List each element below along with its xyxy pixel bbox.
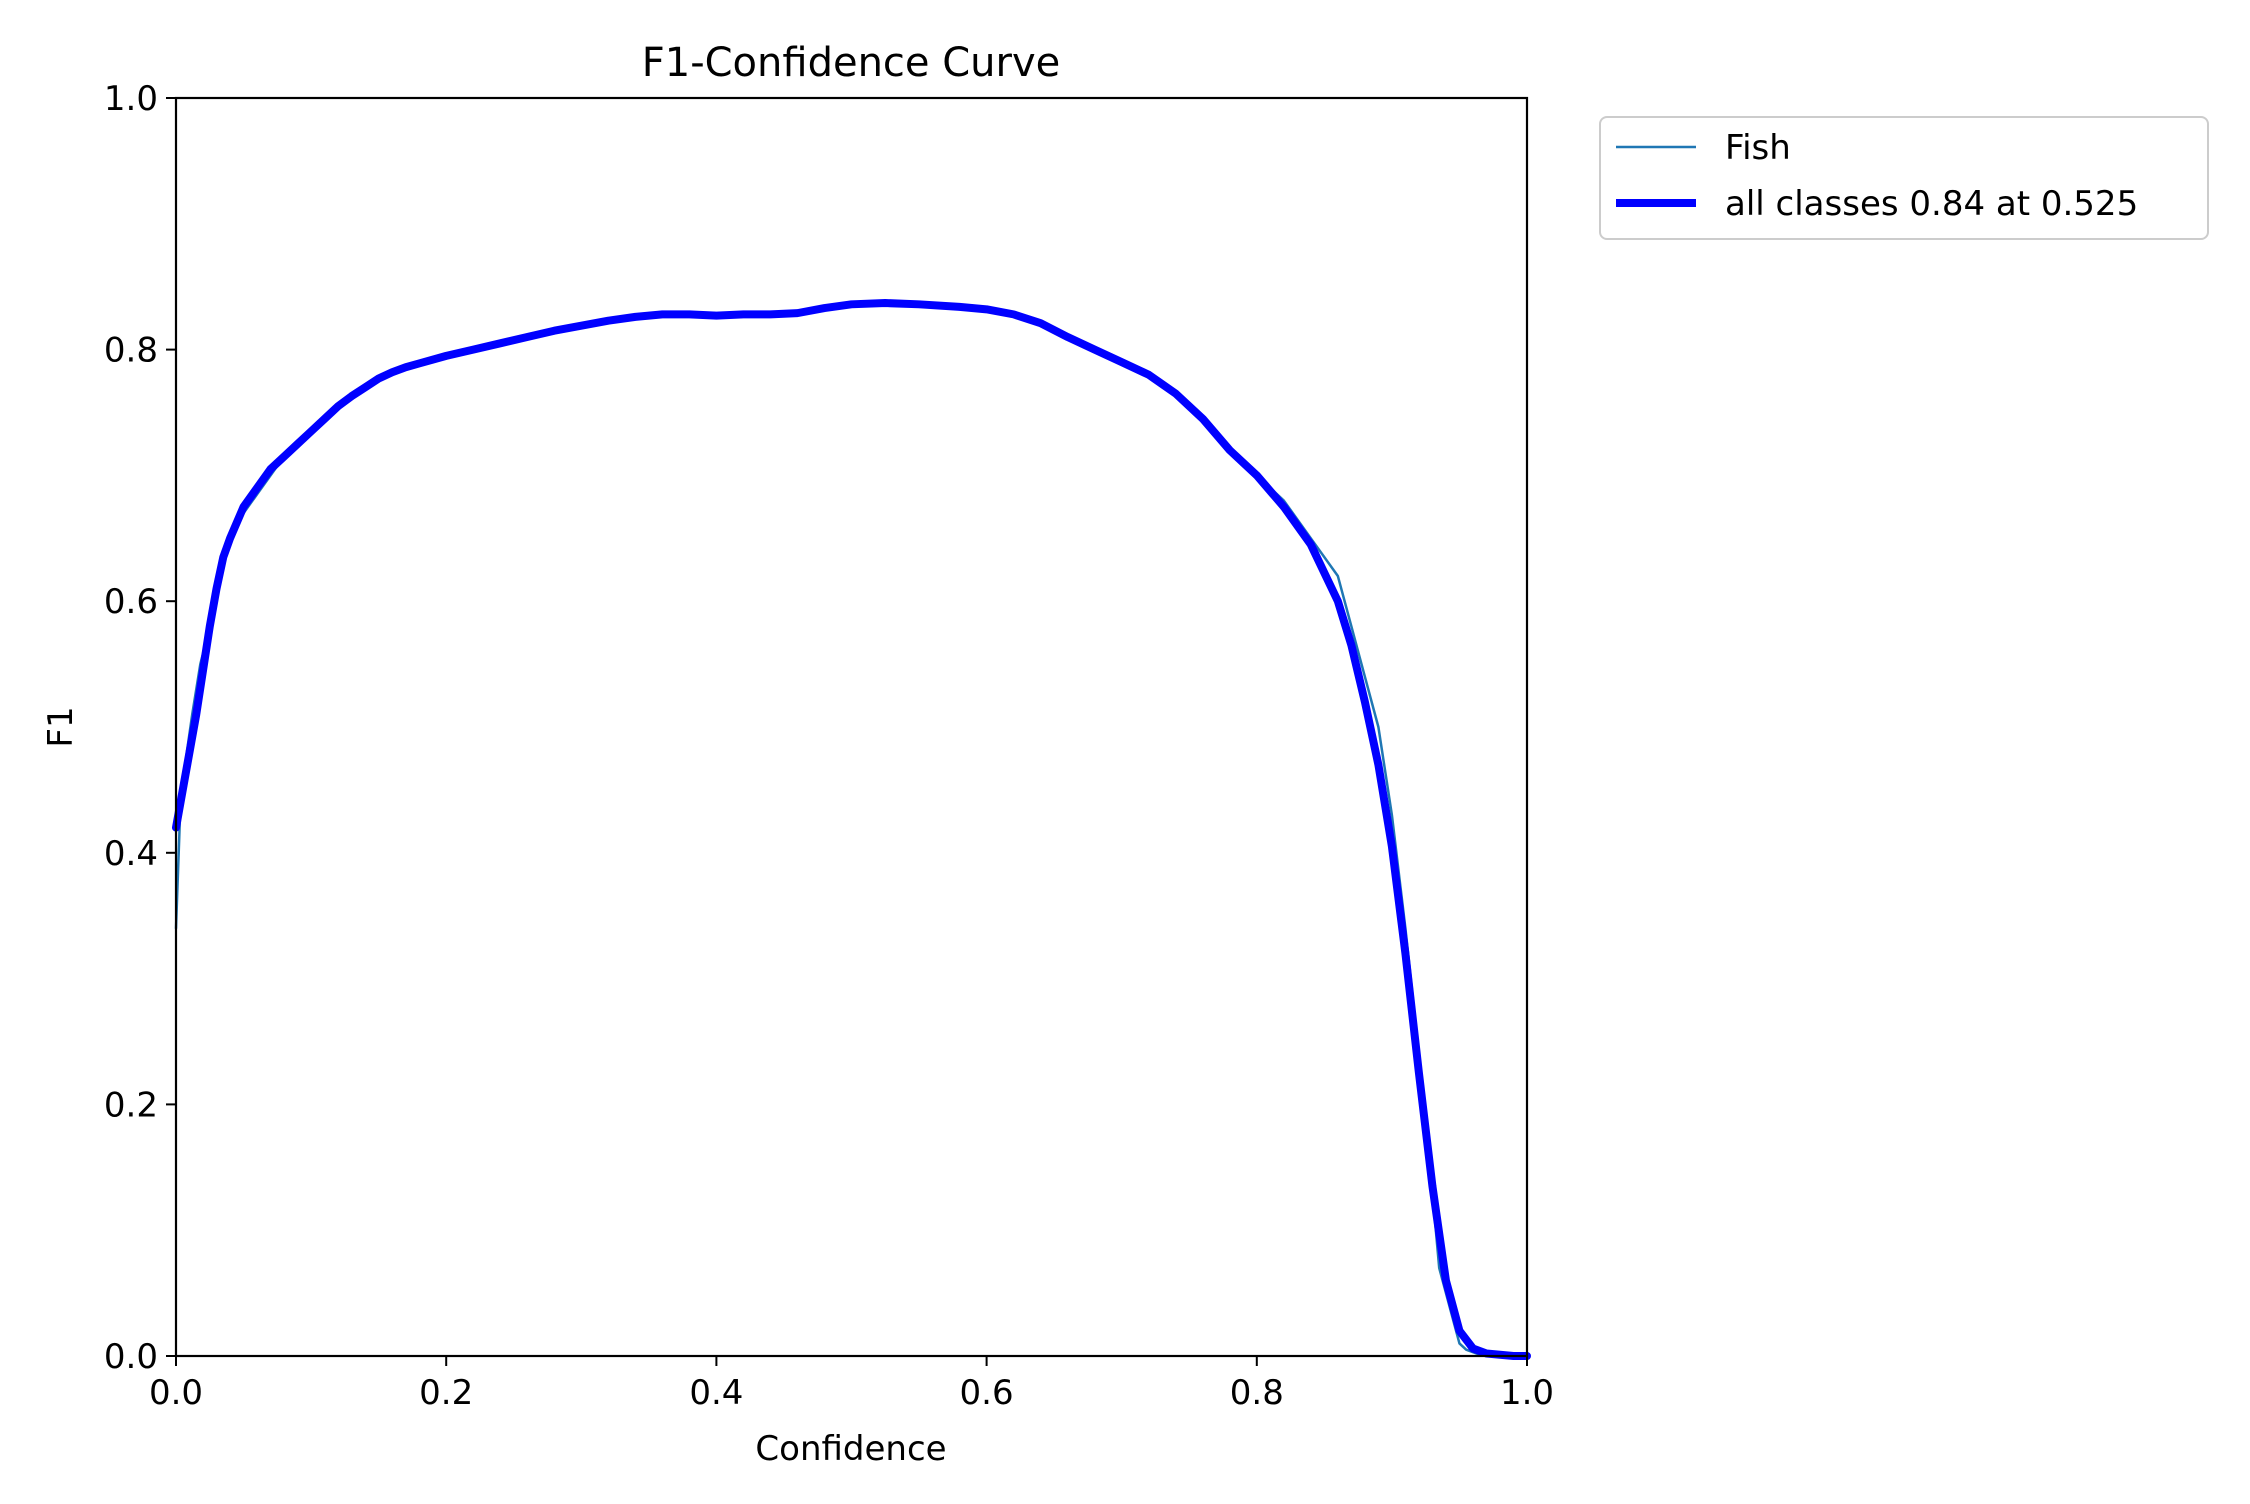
series-line-1: [172, 299, 1531, 1360]
x-tick-label: 0.4: [689, 1373, 743, 1413]
x-tick-label: 0.0: [149, 1373, 203, 1413]
y-tick-label: 1.0: [104, 79, 158, 119]
y-tick-label: 0.4: [104, 834, 158, 874]
x-axis-label: Confidence: [755, 1429, 946, 1469]
legend-label-all-classes: all classes 0.84 at 0.525: [1725, 184, 2138, 224]
y-axis: 0.0 0.2 0.4 0.6 0.8 1.0: [104, 79, 176, 1377]
legend-box: [1599, 116, 2209, 240]
x-tick-label: 0.2: [419, 1373, 473, 1413]
plot-frame: [174, 96, 1529, 1358]
x-tick-label: 0.8: [1230, 1373, 1284, 1413]
legend-label-fish: Fish: [1725, 128, 1791, 168]
chart-title: F1-Confidence Curve: [642, 40, 1061, 86]
x-axis: 0.0 0.2 0.4 0.6 0.8 1.0: [149, 1356, 1554, 1413]
x-tick-label: 0.6: [960, 1373, 1014, 1413]
y-axis-label: F1: [41, 706, 81, 747]
y-tick-label: 0.8: [104, 331, 158, 371]
legend: Fish all classes 0.84 at 0.525: [1599, 116, 2209, 240]
y-tick-label: 0.0: [104, 1337, 158, 1377]
y-tick-label: 0.6: [104, 582, 158, 622]
plot-lines: [172, 299, 1531, 1360]
x-tick-label: 1.0: [1500, 1373, 1554, 1413]
y-tick-label: 0.2: [104, 1085, 158, 1125]
